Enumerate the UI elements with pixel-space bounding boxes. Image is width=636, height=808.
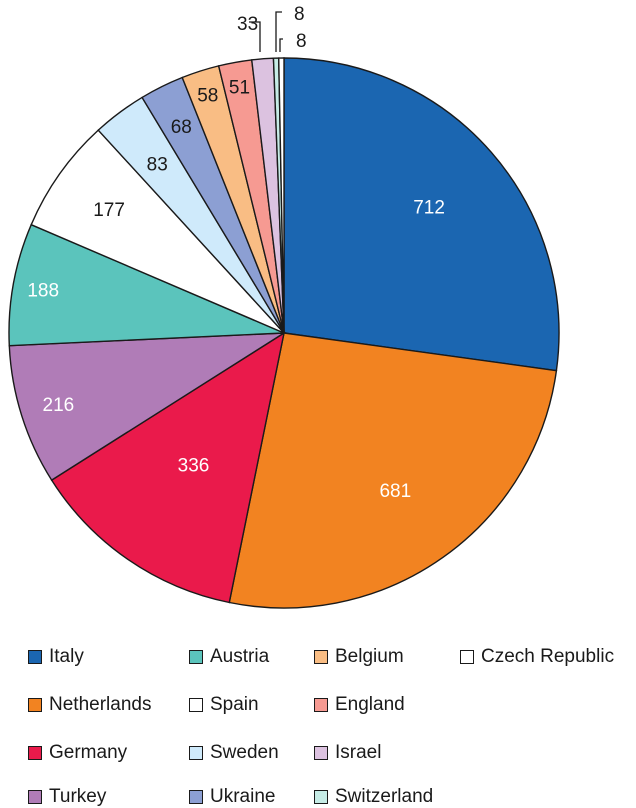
legend-swatch <box>314 790 328 804</box>
legend-label: England <box>335 694 405 715</box>
legend-swatch <box>28 650 42 664</box>
data-label-italy: 712 <box>413 198 445 219</box>
legend-label: Ukraine <box>210 786 276 807</box>
legend-item-italy: Italy <box>28 646 84 668</box>
data-label-czech-republic: 8 <box>296 31 307 52</box>
data-label-netherlands: 681 <box>379 481 411 502</box>
legend-label: Belgium <box>335 646 404 667</box>
legend-item-ukraine: Ukraine <box>189 786 275 808</box>
callout-line <box>249 21 261 52</box>
legend-swatch <box>189 650 203 664</box>
data-label-germany: 336 <box>178 455 210 476</box>
data-label-turkey: 216 <box>43 395 75 416</box>
pie-slice-spain <box>30 129 285 334</box>
legend-item-austria: Austria <box>189 646 269 668</box>
legend-label: Netherlands <box>49 694 152 715</box>
callout-line <box>279 38 283 52</box>
callout-line <box>275 11 282 52</box>
data-label-switzerland: 8 <box>294 4 305 25</box>
legend-label: Germany <box>49 742 128 763</box>
legend-label: Spain <box>210 694 259 715</box>
legend-swatch <box>314 746 328 760</box>
legend-swatch <box>314 650 328 664</box>
legend-label: Czech Republic <box>481 646 615 667</box>
legend-swatch <box>28 698 42 712</box>
legend-label: Switzerland <box>335 786 434 807</box>
pie-slice-turkey <box>8 332 287 482</box>
data-label-sweden: 83 <box>147 154 168 175</box>
data-label-england: 51 <box>229 78 250 99</box>
legend-item-czech-republic: Czech Republic <box>460 646 614 668</box>
data-label-belgium: 58 <box>197 86 218 107</box>
legend-swatch <box>189 698 203 712</box>
data-label-israel: 33 <box>237 14 258 35</box>
legend-swatch <box>189 746 203 760</box>
data-label-spain: 177 <box>93 200 125 221</box>
legend-item-netherlands: Netherlands <box>28 694 151 716</box>
legend-swatch <box>314 698 328 712</box>
callout-lines <box>249 11 283 52</box>
legend-label: Italy <box>49 646 84 667</box>
legend-item-sweden: Sweden <box>189 742 279 764</box>
legend-item-belgium: Belgium <box>314 646 404 668</box>
legend-label: Israel <box>335 742 382 763</box>
legend-swatch <box>28 790 42 804</box>
pie-slice-netherlands <box>228 332 558 609</box>
legend-item-switzerland: Switzerland <box>314 786 433 808</box>
legend-swatch <box>460 650 474 664</box>
pie-slice-austria <box>8 223 285 347</box>
pie-slice-italy <box>283 57 560 372</box>
legend-item-turkey: Turkey <box>28 786 106 808</box>
legend-item-england: England <box>314 694 405 716</box>
legend-swatch <box>28 746 42 760</box>
data-label-ukraine: 68 <box>171 117 192 138</box>
legend-swatch <box>189 790 203 804</box>
pie-slice-germany <box>50 331 286 604</box>
legend-label: Sweden <box>210 742 279 763</box>
pie-slice-czech-republic <box>278 57 285 334</box>
legend-label: Turkey <box>49 786 107 807</box>
legend-label: Austria <box>210 646 270 667</box>
legend-item-israel: Israel <box>314 742 381 764</box>
pie-slices <box>8 57 560 609</box>
data-label-austria: 188 <box>27 280 59 301</box>
legend-item-spain: Spain <box>189 694 259 716</box>
legend-item-germany: Germany <box>28 742 127 764</box>
